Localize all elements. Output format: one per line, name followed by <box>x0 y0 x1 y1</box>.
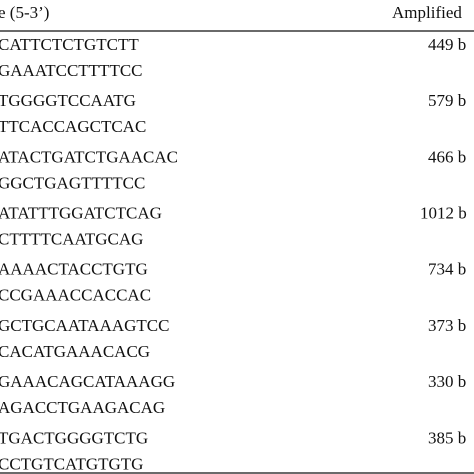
sequence: ATATTTGGATCTCAG <box>0 204 162 223</box>
sequence: CCGAAACCACCAC <box>0 286 151 305</box>
sequence: CACATGAAACACG <box>0 342 150 361</box>
amplicon-size: 1012 b <box>420 204 467 223</box>
amplicon-size: 385 b <box>428 428 466 447</box>
header-cell: e (5-3’) <box>0 3 49 22</box>
amplicon-size: 373 b <box>428 316 466 335</box>
amplicon-size: 449 b <box>428 35 466 54</box>
amplicon-size: 330 b <box>428 372 466 391</box>
sequence: AAAACTACCTGTG <box>0 260 148 279</box>
amplicon-size: 734 b <box>428 260 466 279</box>
sequence: GGCTGAGTTTTCC <box>0 173 145 192</box>
sequence: AGACCTGAAGACAG <box>0 398 165 417</box>
amplicon-size: 466 b <box>428 147 466 166</box>
sequence: CCTGTCATGTGTG <box>0 454 143 473</box>
sequence: CTTTTCAATGCAG <box>0 230 143 249</box>
sequence: GCTGCAATAAAGTCC <box>0 316 169 335</box>
header-cell: Amplified <box>392 3 462 22</box>
sequence: TGACTGGGGTCTG <box>0 428 148 447</box>
sequence: GAAATCCTTTTCC <box>0 61 143 80</box>
sequence: TGGGGTCCAATG <box>0 91 136 110</box>
sequence: GAAACAGCATAAAGG <box>0 372 175 391</box>
amplicon-size: 579 b <box>428 91 466 110</box>
sequence: ATACTGATCTGAACAC <box>0 147 178 166</box>
sequence: CATTCTCTGTCTT <box>0 35 139 54</box>
sequence: TTCACCAGCTCAC <box>0 117 146 136</box>
